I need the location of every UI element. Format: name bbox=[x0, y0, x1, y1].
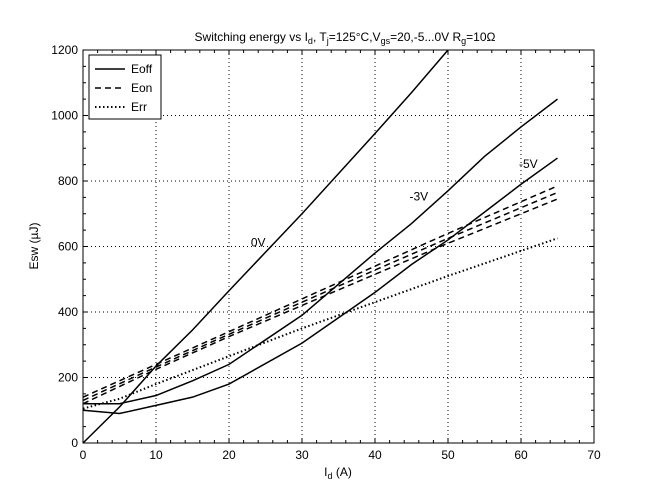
x-tick-label: 50 bbox=[441, 448, 455, 462]
grid bbox=[83, 50, 594, 443]
series-line-err bbox=[83, 237, 558, 410]
x-tick-label: 20 bbox=[222, 448, 236, 462]
series-line-eoff-m5V bbox=[83, 157, 558, 415]
annotations: 0V -3V -5V bbox=[251, 157, 538, 250]
legend-label: Err bbox=[131, 100, 147, 114]
x-tick-label: 30 bbox=[295, 448, 309, 462]
series-line-eon bbox=[83, 198, 558, 405]
y-tick-label: 1000 bbox=[51, 109, 78, 123]
legend-label: Eoff bbox=[131, 62, 153, 76]
y-tick-label: 1200 bbox=[51, 43, 78, 57]
chart-title: Switching energy vs Id, Tj=125°C,Vgs=20,… bbox=[195, 30, 496, 46]
series-line-eon bbox=[83, 191, 558, 402]
y-tick-label: 200 bbox=[58, 371, 78, 385]
x-tick-label: 70 bbox=[587, 448, 601, 462]
x-tick-label: 40 bbox=[368, 448, 382, 462]
curve-annotation: -3V bbox=[409, 190, 428, 204]
y-tick-label: 600 bbox=[58, 240, 78, 254]
x-tick-label: 10 bbox=[149, 448, 163, 462]
x-tick-label: 0 bbox=[80, 448, 87, 462]
y-axis-label: Esw (µJ) bbox=[27, 223, 41, 270]
y-tick-label: 800 bbox=[58, 174, 78, 188]
x-tick-label: 60 bbox=[514, 448, 528, 462]
series-line-eoff-m3V bbox=[83, 98, 558, 405]
x-axis-label: Id (A) bbox=[324, 465, 352, 481]
legend-label: Eon bbox=[131, 81, 152, 95]
y-tick-label: 400 bbox=[58, 305, 78, 319]
series-group bbox=[83, 50, 558, 443]
legend-box bbox=[88, 54, 162, 120]
curve-annotation: 0V bbox=[251, 236, 266, 250]
y-tick-label: 0 bbox=[71, 436, 78, 450]
legend: Eoff Eon Err bbox=[88, 54, 162, 120]
curve-annotation: -5V bbox=[519, 157, 538, 171]
series-line-eon bbox=[83, 185, 558, 398]
axis-ticks: 0 10 20 30 40 50 60 70 0 200 400 600 800 1000 1200 bbox=[51, 43, 601, 462]
series-line-eoff-0V bbox=[83, 50, 449, 443]
